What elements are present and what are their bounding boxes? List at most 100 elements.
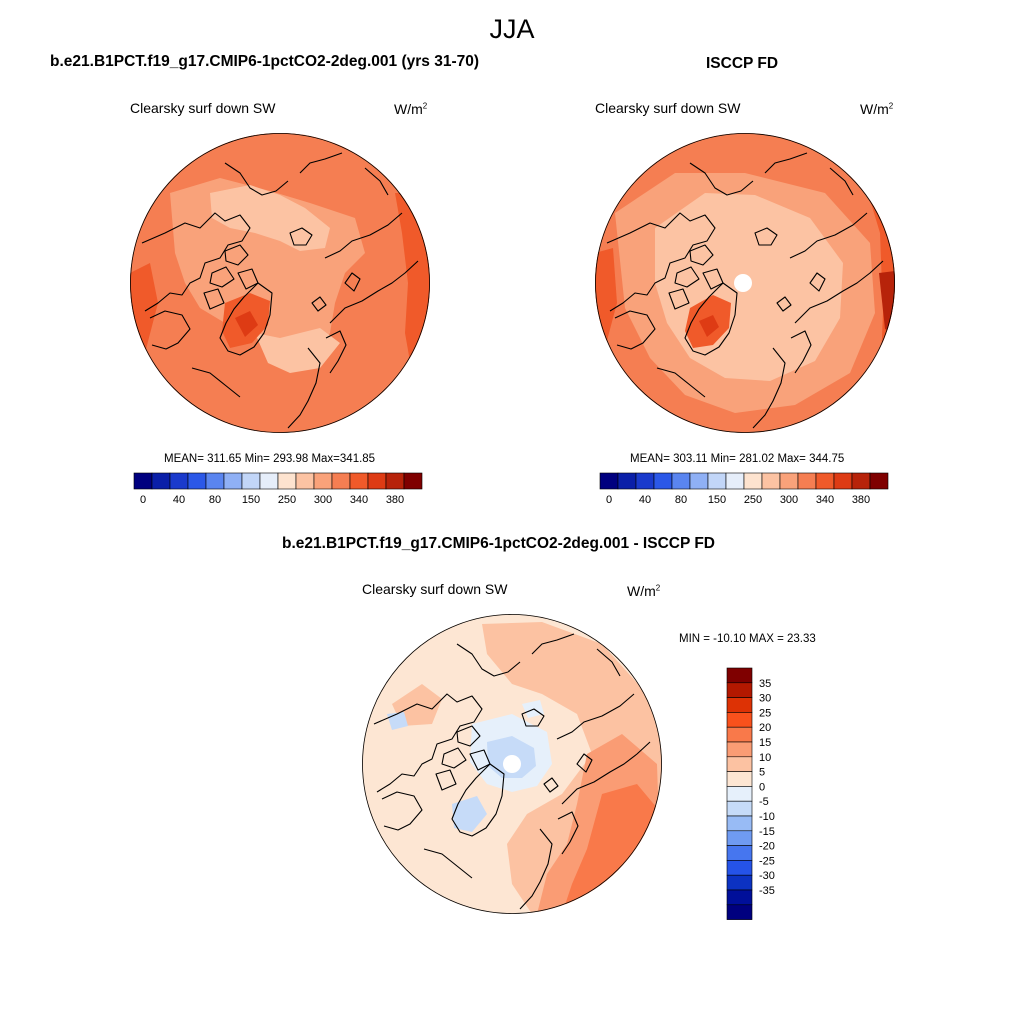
- coastline: [209, 266, 235, 288]
- coastline: [456, 643, 521, 677]
- coastline: [287, 347, 321, 429]
- colorbar-tick-label: 250: [744, 494, 762, 506]
- colorbar-tick-label: 30: [759, 693, 771, 705]
- colorbar-swatch: [726, 786, 753, 802]
- colorbar-tick-label: 250: [278, 494, 296, 506]
- colorbar-swatch: [313, 472, 333, 490]
- right-polar-map: [595, 133, 895, 433]
- colorbar-swatch: [169, 472, 189, 490]
- coastline: [141, 212, 251, 312]
- coastline: [556, 693, 635, 740]
- colorbar-swatch: [779, 472, 799, 490]
- colorbar-swatch: [725, 472, 745, 490]
- left-stats: MEAN= 311.65 Min= 293.98 Max=341.85: [164, 453, 376, 465]
- colorbar-swatch: [689, 472, 709, 490]
- colorbar-swatch: [726, 889, 753, 906]
- coastline: [790, 330, 812, 374]
- coastline: [752, 347, 786, 429]
- colorbar-tick-label: 300: [780, 494, 798, 506]
- colorbar-tick-label: 5: [759, 767, 765, 779]
- coastline: [794, 260, 884, 324]
- colorbar-tick-label: 40: [639, 494, 651, 506]
- colorbar-swatch: [349, 472, 369, 490]
- coastline: [149, 310, 191, 350]
- diff-units-label: W/m2: [627, 583, 661, 599]
- right-units-label: W/m2: [860, 101, 894, 117]
- coastline: [289, 227, 313, 246]
- colorbar-swatch: [367, 472, 387, 490]
- colorbar-tick-label: -10: [759, 811, 775, 823]
- right-colorbar: 0 40 80 150 250 300 340 380: [599, 472, 889, 506]
- colorbar-tick-label: -30: [759, 870, 775, 882]
- coastline: [789, 212, 868, 259]
- coastline: [596, 648, 621, 677]
- coastline: [689, 244, 714, 266]
- coastline: [656, 367, 706, 398]
- diff-variable-label: Clearsky surf down SW: [362, 581, 508, 597]
- diff-polar-map: [362, 614, 662, 914]
- colorbar-swatch: [259, 472, 279, 490]
- left-units-label: W/m2: [394, 101, 428, 117]
- coastline: [684, 282, 738, 356]
- coastline: [456, 725, 481, 747]
- colorbar-swatch: [403, 472, 423, 490]
- colorbar-swatch: [726, 667, 753, 684]
- coastline: [191, 367, 241, 398]
- colorbar-swatch: [599, 472, 619, 490]
- colorbar-tick-label: 340: [350, 494, 368, 506]
- field-neg2: [452, 796, 487, 832]
- colorbar-tick-label: 20: [759, 722, 771, 734]
- coastline: [576, 753, 593, 773]
- colorbar-tick-label: 380: [386, 494, 404, 506]
- coastline: [829, 167, 854, 196]
- coastline: [451, 763, 505, 837]
- coastline: [689, 162, 754, 196]
- coastline: [519, 828, 553, 910]
- colorbar-swatch: [726, 815, 753, 832]
- diff-colorbar: 35 30 25 20 15 10 5 0 -5 -10 -15 -20 -25 -30 -35: [726, 667, 775, 920]
- colorbar-swatch: [761, 472, 781, 490]
- coastline: [674, 266, 700, 288]
- field-max: [699, 315, 719, 337]
- colorbar-swatch: [726, 874, 753, 891]
- colorbar-tick-label: 15: [759, 737, 771, 749]
- colorbar-swatch: [671, 472, 691, 490]
- colorbar-swatch: [133, 472, 153, 490]
- coastline: [441, 747, 467, 769]
- colorbar-swatch: [187, 472, 207, 490]
- colorbar-swatch: [205, 472, 225, 490]
- coastline: [423, 848, 473, 879]
- colorbar-swatch: [726, 741, 753, 758]
- coastline: [344, 272, 361, 292]
- colorbar-swatch: [241, 472, 261, 490]
- coastline: [329, 260, 419, 324]
- pole-hole: [734, 274, 752, 292]
- colorbar-tick-label: 0: [140, 494, 146, 506]
- colorbar-swatch: [797, 472, 817, 490]
- coastline: [543, 777, 559, 793]
- colorbar-tick-label: 35: [759, 678, 771, 690]
- colorbar-tick-label: 25: [759, 707, 771, 719]
- colorbar-tick-label: 10: [759, 752, 771, 764]
- coastline: [435, 769, 457, 791]
- colorbar-swatch: [635, 472, 655, 490]
- colorbar-swatch: [223, 472, 243, 490]
- colorbar-tick-label: -20: [759, 841, 775, 853]
- field-max: [235, 311, 258, 337]
- coastline: [224, 244, 249, 266]
- colorbar-tick-label: 0: [606, 494, 612, 506]
- right-variable-label: Clearsky surf down SW: [595, 100, 741, 116]
- coastline: [364, 167, 389, 196]
- colorbar-tick-label: -5: [759, 796, 769, 808]
- coastline: [809, 272, 826, 292]
- left-polar-map: [130, 133, 430, 433]
- coastline: [203, 288, 225, 310]
- colorbar-tick-label: 340: [816, 494, 834, 506]
- coastline: [776, 296, 792, 312]
- right-stats: MEAN= 303.11 Min= 281.02 Max= 344.75: [630, 453, 845, 465]
- colorbar-swatch: [726, 904, 753, 920]
- colorbar-tick-label: 0: [759, 781, 765, 793]
- colorbar-tick-label: 40: [173, 494, 185, 506]
- colorbar-swatch: [385, 472, 405, 490]
- colorbar-swatch: [277, 472, 297, 490]
